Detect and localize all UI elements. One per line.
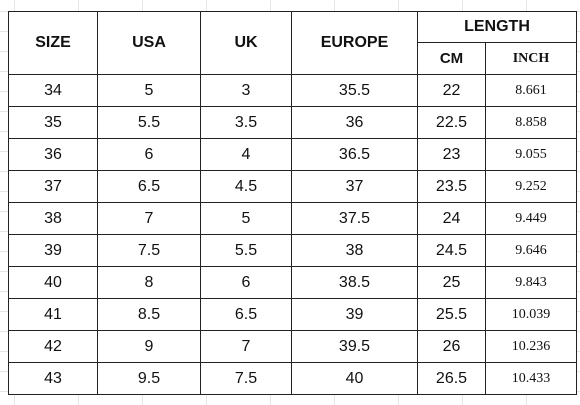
header-cm: CM xyxy=(417,42,486,75)
cell-cm: 26.5 xyxy=(417,362,486,395)
shoe-size-chart-table: SIZE USA UK EUROPE LENGTH CM INCH 34 5 3 35… xyxy=(8,11,577,395)
table-row: 38 7 5 37.5 24 9.449 xyxy=(8,202,577,235)
cell-cm: 22 xyxy=(417,74,486,107)
cell-uk: 5.5 xyxy=(200,234,292,267)
cell-cm: 25.5 xyxy=(417,298,486,331)
cell-uk: 4.5 xyxy=(200,170,292,203)
table-row: 37 6.5 4.5 37 23.5 9.252 xyxy=(8,170,577,203)
table-row: 42 9 7 39.5 26 10.236 xyxy=(8,330,577,363)
cell-inch: 9.646 xyxy=(485,234,577,267)
cell-cm: 25 xyxy=(417,266,486,299)
cell-usa: 7.5 xyxy=(97,234,201,267)
cell-usa: 9 xyxy=(97,330,201,363)
cell-usa: 8 xyxy=(97,266,201,299)
table-row: 43 9.5 7.5 40 26.5 10.433 xyxy=(8,362,577,395)
cell-europe: 39.5 xyxy=(291,330,418,363)
header-europe: EUROPE xyxy=(291,11,418,75)
cell-usa: 8.5 xyxy=(97,298,201,331)
header-length: LENGTH xyxy=(417,11,577,43)
cell-usa: 7 xyxy=(97,202,201,235)
cell-size: 35 xyxy=(8,106,98,139)
cell-cm: 24 xyxy=(417,202,486,235)
cell-inch: 10.039 xyxy=(485,298,577,331)
cell-size: 41 xyxy=(8,298,98,331)
cell-inch: 9.055 xyxy=(485,138,577,171)
cell-size: 37 xyxy=(8,170,98,203)
table-row: 34 5 3 35.5 22 8.661 xyxy=(8,74,577,107)
table-header: SIZE USA UK EUROPE LENGTH CM INCH xyxy=(8,11,577,75)
cell-usa: 9.5 xyxy=(97,362,201,395)
cell-inch: 10.433 xyxy=(485,362,577,395)
header-size: SIZE xyxy=(8,11,98,75)
cell-europe: 36 xyxy=(291,106,418,139)
cell-size: 39 xyxy=(8,234,98,267)
cell-usa: 6.5 xyxy=(97,170,201,203)
header-usa: USA xyxy=(97,11,201,75)
cell-inch: 10.236 xyxy=(485,330,577,363)
cell-cm: 23 xyxy=(417,138,486,171)
cell-cm: 24.5 xyxy=(417,234,486,267)
cell-uk: 3 xyxy=(200,74,292,107)
header-row-sub: CM INCH xyxy=(9,42,577,75)
cell-uk: 7 xyxy=(200,330,292,363)
cell-uk: 7.5 xyxy=(200,362,292,395)
cell-inch: 8.661 xyxy=(485,74,577,107)
table-row: 35 5.5 3.5 36 22.5 8.858 xyxy=(8,106,577,139)
cell-inch: 9.843 xyxy=(485,266,577,299)
cell-europe: 36.5 xyxy=(291,138,418,171)
cell-cm: 23.5 xyxy=(417,170,486,203)
header-uk: UK xyxy=(200,11,292,75)
cell-uk: 3.5 xyxy=(200,106,292,139)
table-row: 40 8 6 38.5 25 9.843 xyxy=(8,266,577,299)
header-inch: INCH xyxy=(485,42,577,75)
cell-usa: 5.5 xyxy=(97,106,201,139)
cell-uk: 6 xyxy=(200,266,292,299)
cell-europe: 38.5 xyxy=(291,266,418,299)
cell-europe: 35.5 xyxy=(291,74,418,107)
cell-uk: 6.5 xyxy=(200,298,292,331)
cell-uk: 5 xyxy=(200,202,292,235)
cell-size: 36 xyxy=(8,138,98,171)
cell-inch: 8.858 xyxy=(485,106,577,139)
cell-cm: 22.5 xyxy=(417,106,486,139)
table-row: 36 6 4 36.5 23 9.055 xyxy=(8,138,577,171)
cell-inch: 9.449 xyxy=(485,202,577,235)
cell-cm: 26 xyxy=(417,330,486,363)
cell-usa: 6 xyxy=(97,138,201,171)
table-row: 39 7.5 5.5 38 24.5 9.646 xyxy=(8,234,577,267)
cell-europe: 37 xyxy=(291,170,418,203)
cell-size: 40 xyxy=(8,266,98,299)
header-row-top: SIZE USA UK EUROPE LENGTH xyxy=(8,11,577,75)
cell-europe: 38 xyxy=(291,234,418,267)
table-row: 41 8.5 6.5 39 25.5 10.039 xyxy=(8,298,577,331)
cell-inch: 9.252 xyxy=(485,170,577,203)
cell-europe: 40 xyxy=(291,362,418,395)
cell-size: 38 xyxy=(8,202,98,235)
cell-europe: 37.5 xyxy=(291,202,418,235)
cell-size: 42 xyxy=(8,330,98,363)
cell-europe: 39 xyxy=(291,298,418,331)
cell-uk: 4 xyxy=(200,138,292,171)
table-body: 34 5 3 35.5 22 8.661 35 5.5 3.5 36 22.5 8.858 36 6 4 36… xyxy=(8,74,577,395)
cell-usa: 5 xyxy=(97,74,201,107)
cell-size: 34 xyxy=(8,74,98,107)
cell-size: 43 xyxy=(8,362,98,395)
